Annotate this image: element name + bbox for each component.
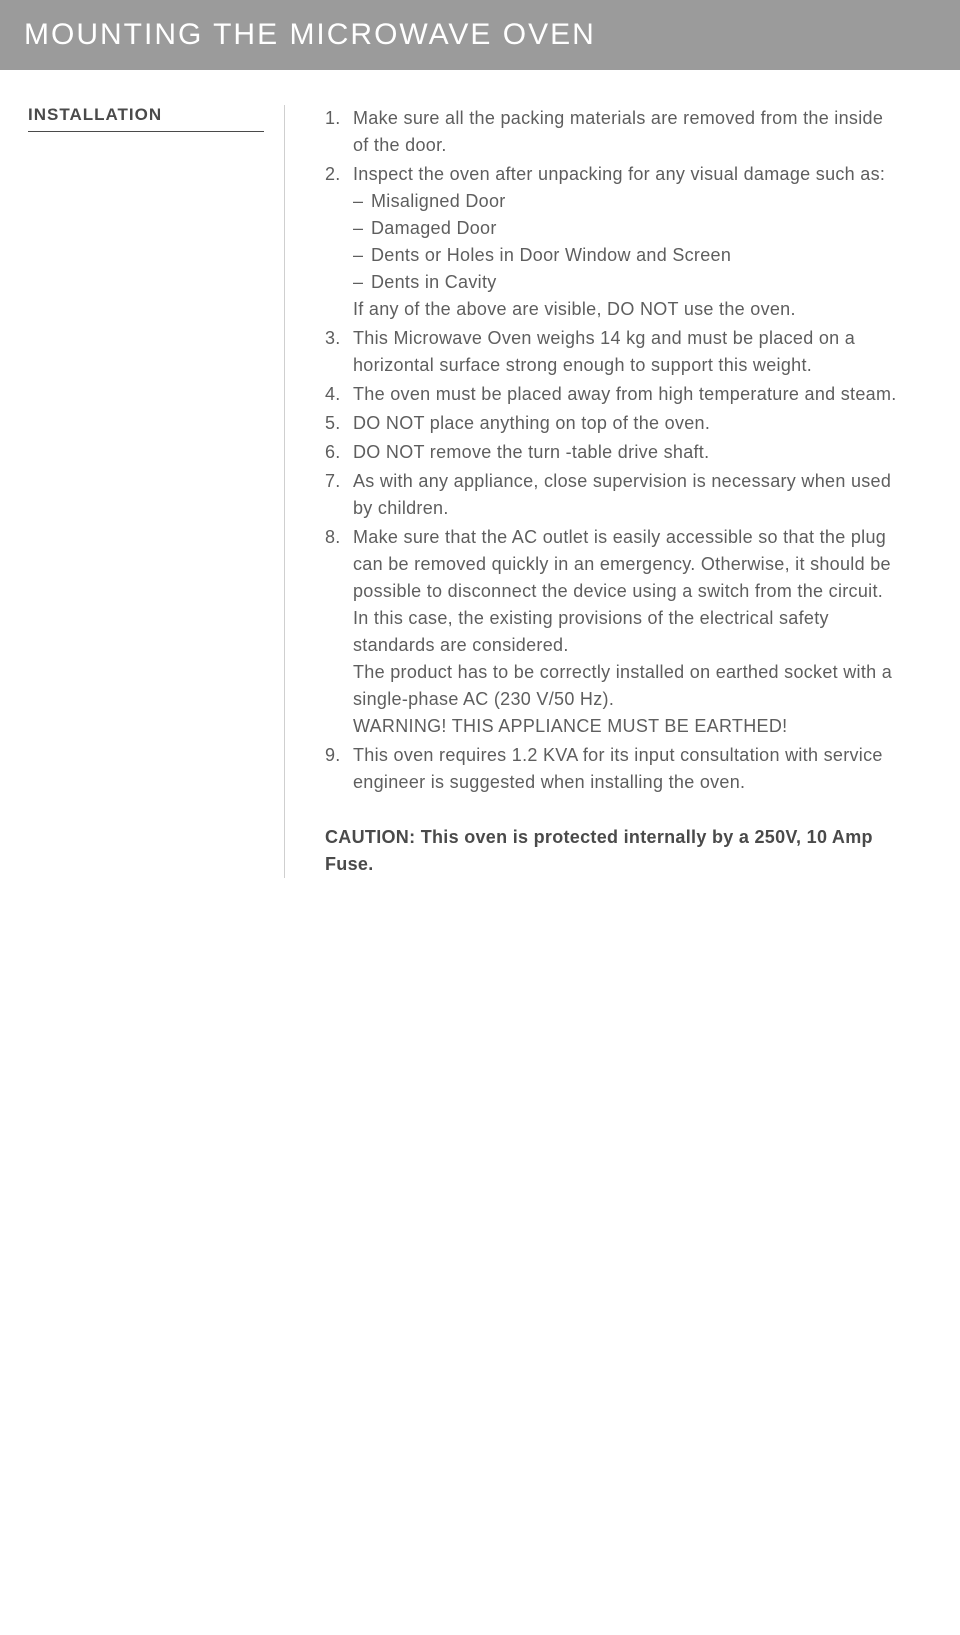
item-text: As with any appliance, close supervision… [353,468,900,522]
list-item: 6. DO NOT remove the turn -table drive s… [325,439,900,466]
item-number: 1. [325,105,353,159]
item-body: Inspect the oven after unpacking for any… [353,161,900,323]
list-item: 3. This Microwave Oven weighs 14 kg and … [325,325,900,379]
page-title-bar: MOUNTING THE MICROWAVE OVEN [0,0,960,70]
page-title: MOUNTING THE MICROWAVE OVEN [24,18,596,51]
item-number: 7. [325,468,353,522]
item-text: This oven requires 1.2 KVA for its input… [353,742,900,796]
item-number: 9. [325,742,353,796]
item-number: 8. [325,524,353,740]
list-item: 9. This oven requires 1.2 KVA for its in… [325,742,900,796]
sub-item-text: Damaged Door [371,215,497,242]
sub-item: –Damaged Door [353,215,900,242]
main-column: 1. Make sure all the packing materials a… [285,105,960,878]
sub-item: –Dents in Cavity [353,269,900,296]
dash-icon: – [353,269,371,296]
document-page: MOUNTING THE MICROWAVE OVEN INSTALLATION… [0,0,960,1635]
list-item: 5. DO NOT place anything on top of the o… [325,410,900,437]
item-text: This Microwave Oven weighs 14 kg and mus… [353,325,900,379]
numbered-list: 1. Make sure all the packing materials a… [325,105,900,796]
sub-item-text: Dents in Cavity [371,269,497,296]
item-number: 3. [325,325,353,379]
content-row: INSTALLATION 1. Make sure all the packin… [0,70,960,878]
item-paragraph: Make sure that the AC outlet is easily a… [353,524,900,659]
item-number: 6. [325,439,353,466]
item-paragraph: The product has to be correctly installe… [353,659,900,713]
item-text: DO NOT place anything on top of the oven… [353,410,900,437]
dash-icon: – [353,215,371,242]
dash-icon: – [353,188,371,215]
item-tail: If any of the above are visible, DO NOT … [353,299,796,319]
item-body: Make sure that the AC outlet is easily a… [353,524,900,740]
item-number: 4. [325,381,353,408]
list-item: 8. Make sure that the AC outlet is easil… [325,524,900,740]
list-item: 2. Inspect the oven after unpacking for … [325,161,900,323]
item-number: 2. [325,161,353,323]
item-number: 5. [325,410,353,437]
list-item: 1. Make sure all the packing materials a… [325,105,900,159]
list-item: 7. As with any appliance, close supervis… [325,468,900,522]
item-text: DO NOT remove the turn -table drive shaf… [353,439,900,466]
list-item: 4. The oven must be placed away from hig… [325,381,900,408]
dash-icon: – [353,242,371,269]
item-paragraph: WARNING! THIS APPLIANCE MUST BE EARTHED! [353,713,900,740]
item-text: Make sure all the packing materials are … [353,105,900,159]
item-lead: Inspect the oven after unpacking for any… [353,164,885,184]
section-label: INSTALLATION [28,105,264,132]
caution-text: CAUTION: This oven is protected internal… [325,824,900,878]
sub-item-text: Dents or Holes in Door Window and Screen [371,242,731,269]
sub-item: –Misaligned Door [353,188,900,215]
sub-item-text: Misaligned Door [371,188,506,215]
item-text: The oven must be placed away from high t… [353,381,900,408]
sub-list: –Misaligned Door –Damaged Door –Dents or… [353,188,900,296]
sidebar: INSTALLATION [0,105,285,878]
sub-item: –Dents or Holes in Door Window and Scree… [353,242,900,269]
